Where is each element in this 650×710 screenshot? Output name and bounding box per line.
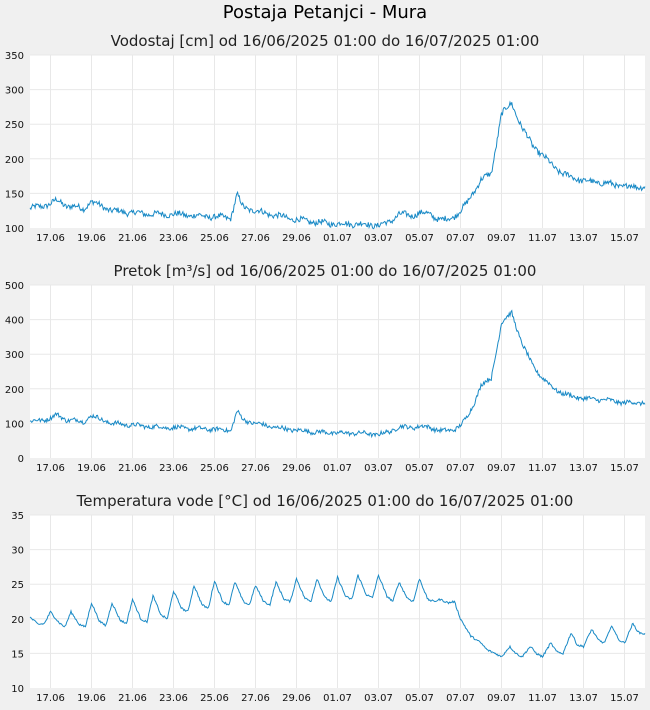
x-tick-label: 15.07 xyxy=(610,233,639,244)
y-tick-label: 100 xyxy=(5,224,24,235)
x-tick-label: 11.07 xyxy=(528,233,557,244)
y-tick-label: 25 xyxy=(11,580,24,591)
y-tick-label: 300 xyxy=(5,350,24,361)
x-tick-label: 27.06 xyxy=(241,463,270,474)
x-tick-label: 29.06 xyxy=(282,233,311,244)
x-tick-label: 09.07 xyxy=(487,463,516,474)
x-tick-label: 07.07 xyxy=(446,463,475,474)
chart-1: Vodostaj [cm] od 16/06/2025 01:00 do 16/… xyxy=(5,32,646,244)
y-tick-label: 200 xyxy=(5,155,24,166)
x-tick-label: 11.07 xyxy=(528,463,557,474)
y-tick-label: 30 xyxy=(11,546,24,557)
x-tick-label: 07.07 xyxy=(446,233,475,244)
x-tick-label: 15.07 xyxy=(610,463,639,474)
chart-title: Vodostaj [cm] od 16/06/2025 01:00 do 16/… xyxy=(111,32,540,50)
y-tick-label: 20 xyxy=(11,615,24,626)
x-tick-label: 25.06 xyxy=(200,693,229,704)
series-line-1 xyxy=(29,100,646,230)
x-tick-label: 29.06 xyxy=(282,693,311,704)
x-tick-label: 19.06 xyxy=(77,693,106,704)
x-tick-label: 21.06 xyxy=(118,693,147,704)
x-tick-label: 05.07 xyxy=(405,463,434,474)
y-tick-label: 100 xyxy=(5,419,24,430)
page-title: Postaja Petanjci - Mura xyxy=(222,2,428,23)
x-tick-label: 27.06 xyxy=(241,693,270,704)
x-tick-label: 25.06 xyxy=(200,463,229,474)
y-tick-label: 400 xyxy=(5,316,24,327)
y-tick-label: 15 xyxy=(11,649,24,660)
x-tick-label: 19.06 xyxy=(77,463,106,474)
x-tick-label: 01.07 xyxy=(323,463,352,474)
x-tick-label: 29.06 xyxy=(282,463,311,474)
y-tick-label: 250 xyxy=(5,120,24,131)
x-tick-label: 17.06 xyxy=(36,463,65,474)
y-tick-label: 500 xyxy=(5,281,24,292)
x-tick-label: 13.07 xyxy=(569,693,598,704)
x-tick-label: 13.07 xyxy=(569,463,598,474)
x-tick-label: 27.06 xyxy=(241,233,270,244)
y-tick-label: 150 xyxy=(5,189,24,200)
x-tick-label: 01.07 xyxy=(323,233,352,244)
x-tick-label: 23.06 xyxy=(159,693,188,704)
chart-2: Pretok [m³/s] od 16/06/2025 01:00 do 16/… xyxy=(5,262,646,474)
x-tick-label: 05.07 xyxy=(405,233,434,244)
x-tick-label: 11.07 xyxy=(528,693,557,704)
x-tick-label: 25.06 xyxy=(200,233,229,244)
y-tick-label: 0 xyxy=(18,454,24,465)
x-tick-label: 23.06 xyxy=(159,463,188,474)
y-tick-label: 300 xyxy=(5,86,24,97)
chart-title: Temperatura vode [°C] od 16/06/2025 01:0… xyxy=(76,492,574,510)
x-tick-label: 01.07 xyxy=(323,693,352,704)
x-tick-label: 07.07 xyxy=(446,693,475,704)
x-tick-label: 17.06 xyxy=(36,693,65,704)
y-tick-label: 350 xyxy=(5,51,24,62)
x-tick-label: 17.06 xyxy=(36,233,65,244)
x-tick-label: 03.07 xyxy=(364,463,393,474)
y-tick-label: 35 xyxy=(11,511,24,522)
chart-3: Temperatura vode [°C] od 16/06/2025 01:0… xyxy=(11,492,646,704)
x-tick-label: 15.07 xyxy=(610,693,639,704)
x-tick-label: 09.07 xyxy=(487,233,516,244)
y-tick-label: 10 xyxy=(11,684,24,695)
series-line-1 xyxy=(29,309,646,439)
x-tick-label: 03.07 xyxy=(364,233,393,244)
x-tick-label: 19.06 xyxy=(77,233,106,244)
x-tick-label: 13.07 xyxy=(569,233,598,244)
x-tick-label: 21.06 xyxy=(118,463,147,474)
x-tick-label: 03.07 xyxy=(364,693,393,704)
x-tick-label: 21.06 xyxy=(118,233,147,244)
x-tick-label: 05.07 xyxy=(405,693,434,704)
series-line-1 xyxy=(29,573,646,659)
y-tick-label: 200 xyxy=(5,385,24,396)
chart-title: Pretok [m³/s] od 16/06/2025 01:00 do 16/… xyxy=(114,262,537,280)
x-tick-label: 09.07 xyxy=(487,693,516,704)
x-tick-label: 23.06 xyxy=(159,233,188,244)
